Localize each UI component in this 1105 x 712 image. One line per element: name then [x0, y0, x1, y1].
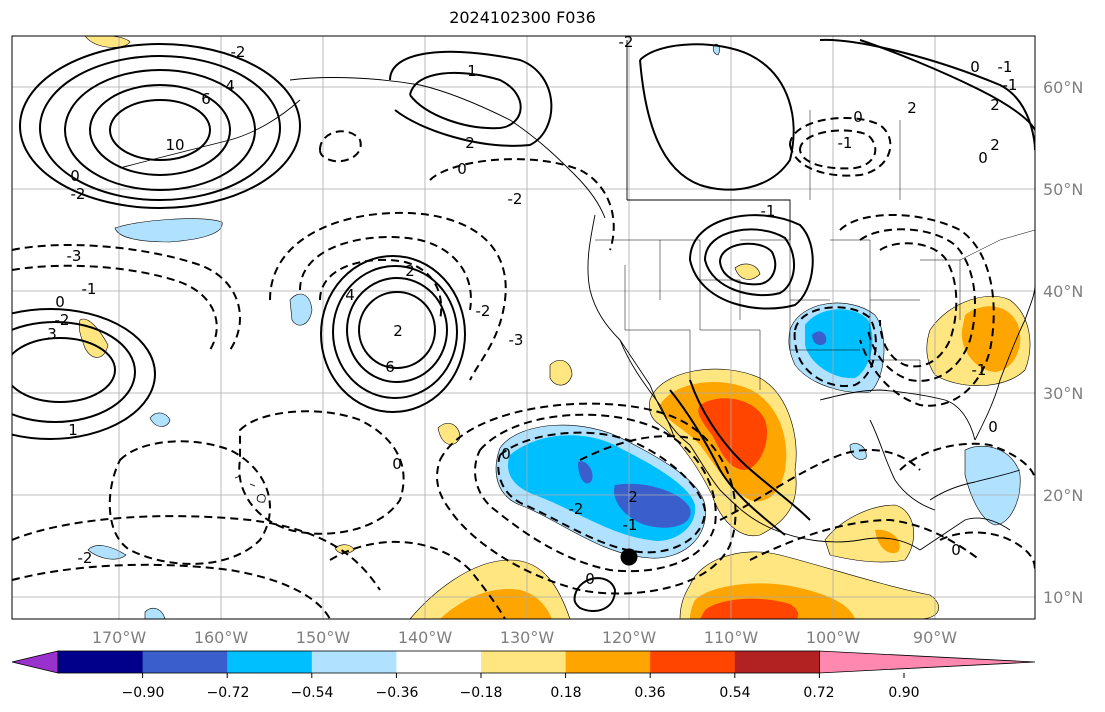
contour-label: 2	[628, 488, 638, 506]
contour-label: 0	[55, 293, 65, 311]
contour-label: -1	[623, 516, 638, 534]
contour-label: 0	[585, 570, 595, 588]
positive-contours	[12, 38, 1035, 612]
contour-label: -1	[838, 134, 853, 152]
colorbar-tick-label: 0.54	[719, 685, 750, 701]
contour-label: -1	[1003, 76, 1018, 94]
colorbar-outline	[57, 650, 820, 674]
contour-label: 0	[988, 418, 998, 436]
contour-label: 0	[853, 108, 863, 126]
colorbar-swatch	[396, 651, 482, 673]
latitude-labels: 60°N 50°N 40°N 30°N 20°N 10°N	[1043, 78, 1083, 607]
lat-label: 20°N	[1043, 486, 1083, 505]
lon-label: 100°W	[806, 628, 861, 647]
contour-label: -2	[78, 549, 93, 567]
lat-label: 10°N	[1043, 588, 1083, 607]
colorbar	[11, 650, 1036, 678]
lat-label: 30°N	[1043, 384, 1083, 403]
colorbar-tick-label: 0.90	[888, 685, 919, 701]
colorbar-swatch	[734, 651, 820, 673]
colorbar-swatch	[481, 651, 567, 673]
contour-label: -2	[231, 43, 246, 61]
map-border	[11, 35, 1036, 620]
colorbar-ticks: −0.90 −0.72 −0.54 −0.36 −0.18 0.18 0.36 …	[122, 685, 920, 701]
contour-label: 3	[47, 325, 57, 343]
contour-label: 6	[385, 358, 395, 376]
lon-label: 90°W	[913, 628, 957, 647]
contour-label: -2	[71, 185, 86, 203]
contour-label: -1	[972, 361, 987, 379]
lon-label: 130°W	[500, 628, 555, 647]
contour-label: 2	[393, 322, 403, 340]
contour-label: -2	[508, 190, 523, 208]
contour-label: 4	[345, 286, 355, 304]
longitude-labels: 170°W 160°W 150°W 140°W 130°W 120°W 110°…	[92, 628, 957, 647]
colorbar-swatch	[565, 651, 651, 673]
contour-label: -1	[998, 58, 1013, 76]
map-title: 2024102300 F036	[449, 8, 596, 27]
contour-label: 4	[225, 77, 235, 95]
colorbar-tick-label: 0.36	[634, 685, 665, 701]
colorbar-tick-label: −0.36	[376, 685, 419, 701]
contour-label: 2	[907, 99, 917, 117]
contour-label: -3	[509, 331, 524, 349]
lon-label: 120°W	[602, 628, 657, 647]
contour-label: 0	[978, 149, 988, 167]
contour-label: 2	[990, 96, 1000, 114]
contour-label: 0	[951, 541, 961, 559]
contour-label: 1	[68, 421, 78, 439]
contour-label: -2	[569, 500, 584, 518]
contour-label: 1	[467, 62, 477, 80]
lon-label: 140°W	[398, 628, 453, 647]
colorbar-tick-label: −0.54	[291, 685, 334, 701]
lon-label: 160°W	[194, 628, 249, 647]
colorbar-swatch	[227, 651, 313, 673]
contour-label: 2	[990, 136, 1000, 154]
colorbar-extend-max	[819, 650, 1036, 674]
storm-center-dot	[620, 548, 638, 566]
lat-label: 60°N	[1043, 78, 1083, 97]
colorbar-swatch	[311, 651, 397, 673]
negative-contours	[12, 117, 1035, 619]
contour-label: 2	[465, 134, 475, 152]
contour-label: -2	[476, 302, 491, 320]
colorbar-swatch	[58, 651, 144, 673]
colorbar-extend-min	[11, 650, 59, 674]
colorbar-tick-label: −0.18	[460, 685, 503, 701]
lon-label: 150°W	[296, 628, 351, 647]
contour-label: -2	[55, 311, 70, 329]
lon-label: 170°W	[92, 628, 147, 647]
contour-label: 0	[970, 58, 980, 76]
contour-label: 0	[70, 167, 80, 185]
contour-label: 0	[501, 445, 511, 463]
colorbar-swatch	[142, 651, 228, 673]
contour-label: 6	[201, 90, 211, 108]
contour-label: -3	[67, 247, 82, 265]
lat-label: 50°N	[1043, 180, 1083, 199]
colorbar-tick-label: −0.72	[207, 685, 250, 701]
colorbar-tick-label: 0.18	[550, 685, 581, 701]
contour-label: 0	[392, 455, 402, 473]
contour-label: -1	[82, 280, 97, 298]
coastlines	[119, 40, 1035, 551]
graticule	[12, 36, 1035, 619]
colorbar-tick-label: −0.90	[122, 685, 165, 701]
lat-label: 40°N	[1043, 282, 1083, 301]
contour-value-labels: 2 6 4 10 0 -2 -3 3 1 -1 4 6 0 -3 -2 2 1 …	[47, 33, 1017, 588]
colorbar-swatch	[650, 651, 736, 673]
contour-label: 2	[405, 262, 415, 280]
colorbar-tick-label: 0.72	[803, 685, 834, 701]
contour-label: 10	[165, 136, 184, 154]
contour-label: 0	[457, 160, 467, 178]
state-borders	[595, 110, 1035, 400]
contour-label: -1	[761, 202, 776, 220]
contour-label: -2	[619, 33, 634, 51]
lon-label: 110°W	[704, 628, 759, 647]
